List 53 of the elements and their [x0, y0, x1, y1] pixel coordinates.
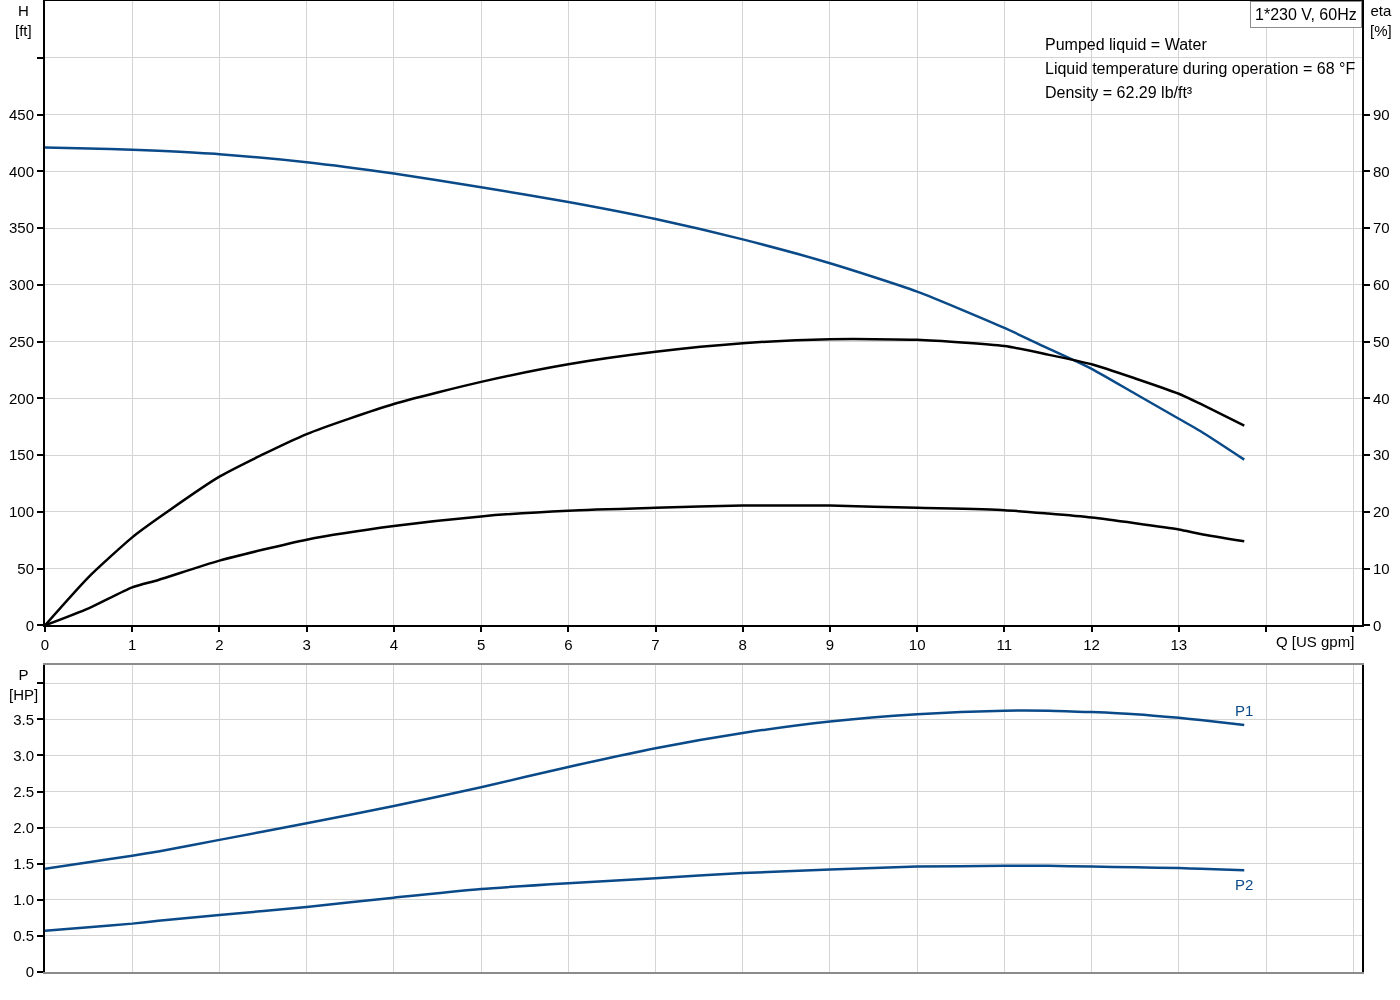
y2-tick-label: 80 — [1373, 162, 1390, 180]
y-tick-label: 100 — [8, 503, 34, 521]
x-tick-label: 3 — [302, 636, 311, 654]
y-tick-label: 400 — [8, 162, 34, 180]
annotation: Liquid temperature during operation = 68 °F — [1045, 60, 1356, 77]
line-series — [45, 146, 1246, 461]
x-tick-label: 12 — [1083, 636, 1100, 654]
x-tick-label: 6 — [564, 636, 573, 654]
x-tick-label: 4 — [389, 636, 399, 654]
x-tick-label: 7 — [651, 636, 660, 654]
y-tick-label: 150 — [8, 446, 34, 464]
y-tick-label: 250 — [8, 332, 34, 350]
y-tick-label: 0 — [25, 963, 34, 981]
y2-tick-label: 50 — [1373, 332, 1390, 350]
y-tick-label: 2.0 — [13, 818, 34, 836]
chart-title: 1*230 V, 60Hz — [1255, 6, 1357, 23]
y2-tick-label: 20 — [1373, 503, 1390, 521]
x-tick-label: 10 — [908, 636, 926, 654]
y-tick-label: 450 — [8, 105, 34, 123]
x-tick-label: 5 — [476, 636, 486, 654]
y2-tick-label: 10 — [1373, 559, 1390, 577]
y2-tick-label: 40 — [1373, 389, 1390, 407]
y-tick-label: 3.5 — [13, 710, 34, 728]
x-axis-title: Q [US gpm] — [1276, 633, 1355, 650]
y2-tick-label: 90 — [1373, 105, 1390, 123]
y-axis-title: H [ft] — [15, 2, 32, 39]
x-tick-label: 13 — [1170, 636, 1188, 654]
y-tick-label: 3.0 — [13, 746, 34, 764]
y2-tick-label: 70 — [1373, 219, 1390, 237]
y-tick-label: 0 — [25, 616, 34, 634]
y-tick-label: 1.0 — [13, 891, 34, 909]
x-tick-label: 2 — [215, 636, 224, 654]
y-tick-label: 300 — [8, 276, 34, 294]
x-tick-label: 0 — [40, 636, 50, 654]
y2-axis-title: eta [%] — [1370, 2, 1392, 39]
y2-tick-label: 30 — [1373, 446, 1390, 464]
annotation: Pumped liquid = Water — [1045, 36, 1208, 53]
y-axis-title: P [HP] — [9, 666, 39, 703]
y-tick-label: 350 — [8, 219, 34, 237]
y-tick-label: 2.5 — [13, 782, 34, 800]
y-tick-label: 200 — [8, 389, 34, 407]
x-tick-label: 1 — [128, 636, 137, 654]
series-label: P2 — [1235, 876, 1254, 893]
y-tick-label: 0.5 — [13, 927, 34, 945]
y-tick-label: 50 — [17, 559, 34, 577]
series-label: P1 — [1235, 702, 1254, 719]
y2-tick-label: 0 — [1373, 616, 1382, 634]
x-tick-label: 8 — [738, 636, 747, 654]
x-tick-label: 9 — [825, 636, 835, 654]
y2-tick-label: 60 — [1373, 276, 1390, 294]
y-tick-label: 1.5 — [13, 854, 34, 872]
x-tick-label: 11 — [996, 636, 1013, 654]
annotation: Density = 62.29 lb/ft³ — [1045, 84, 1193, 101]
